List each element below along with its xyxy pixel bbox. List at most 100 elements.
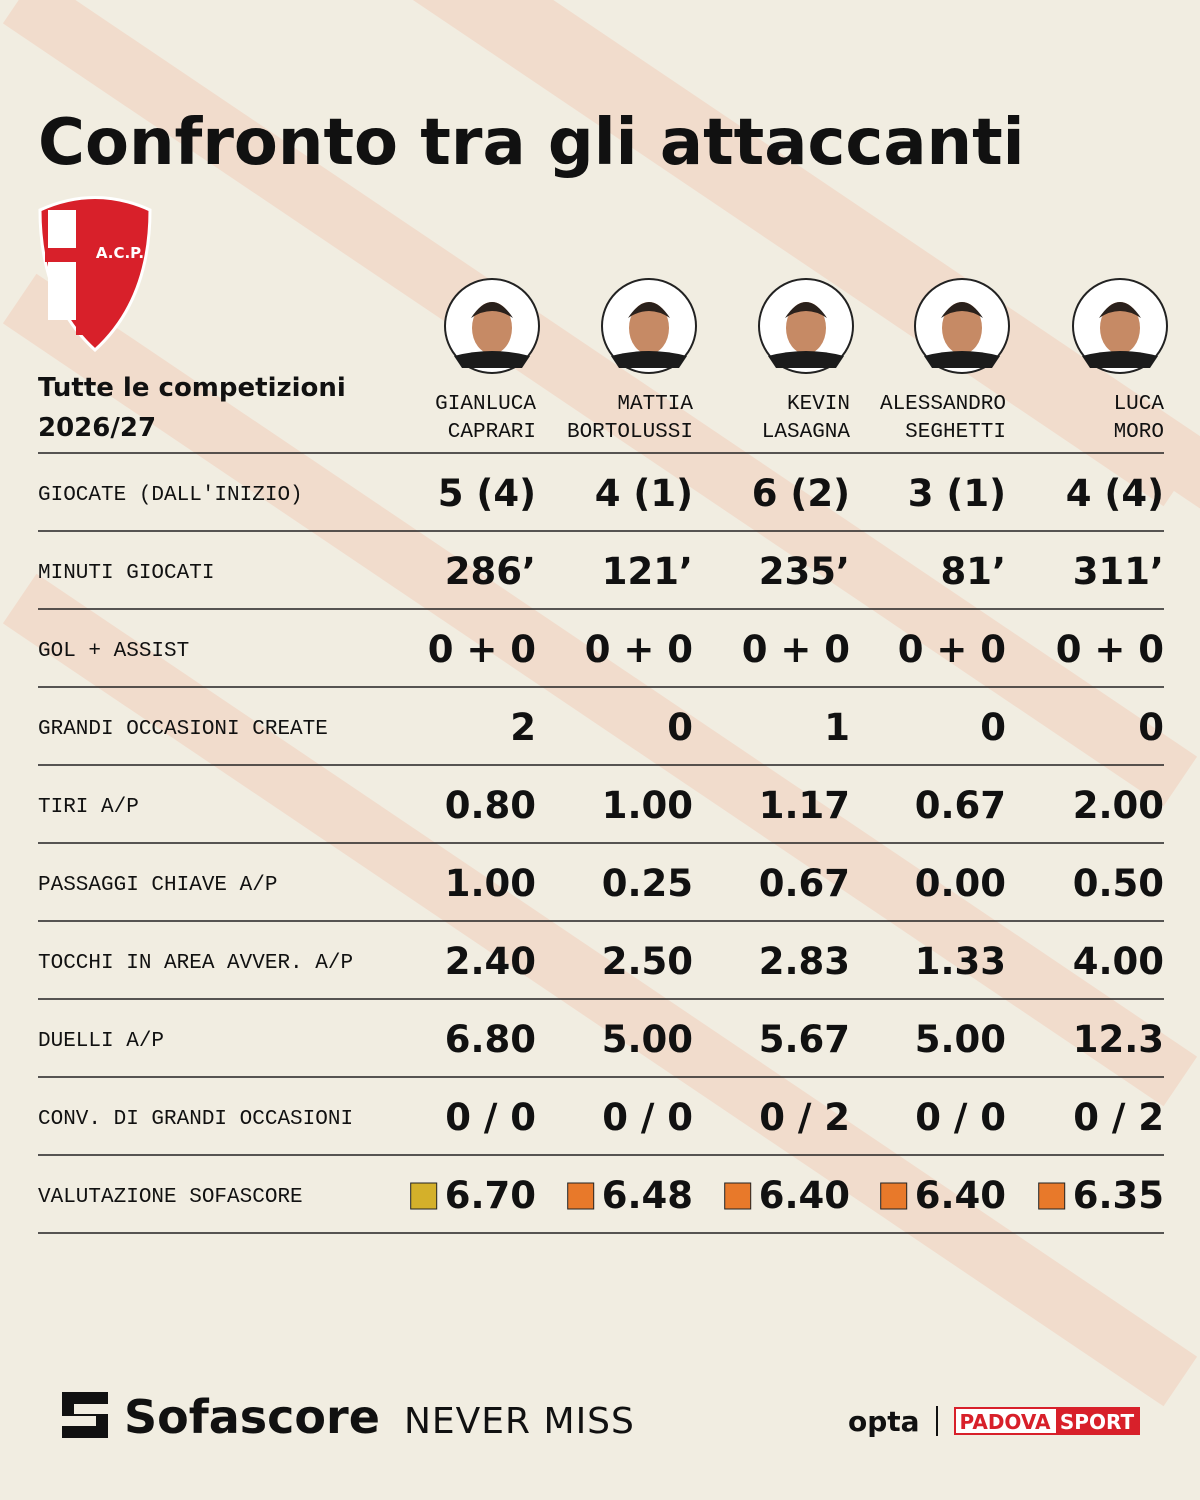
portrait-face (942, 302, 982, 354)
row-label: MINUTI GIOCATI (38, 562, 214, 585)
portrait-shirt (1082, 351, 1158, 368)
portrait-hair (1099, 302, 1141, 318)
crest-cross (45, 248, 93, 262)
cell-value: 0 + 0 (898, 628, 1006, 671)
cell-value: 0 (980, 706, 1006, 749)
cell-value: 6.70 (445, 1174, 536, 1217)
cell-value: 0 / 0 (602, 1096, 693, 1139)
rating-badge (410, 1182, 438, 1210)
row-label: GIOCATE (DALL'INIZIO) (38, 484, 303, 507)
cell-value: 0 / 0 (915, 1096, 1006, 1139)
row-label: VALUTAZIONE SOFASCORE (38, 1186, 303, 1209)
row-label: TIRI A/P (38, 796, 139, 819)
cell-value: 0 + 0 (1056, 628, 1164, 671)
cell-value: 1 (824, 706, 850, 749)
cell-value: 1.17 (759, 784, 850, 827)
partner-box-red (1056, 1408, 1139, 1434)
cell-value: 4 (4) (1066, 472, 1164, 515)
cell-value: 0.50 (1073, 862, 1164, 905)
subtitle: Tutte le competizioni (38, 373, 346, 403)
cell-value: 6.35 (1073, 1174, 1164, 1217)
crest: A.C.P. (38, 196, 152, 353)
cell-value: 81’ (940, 550, 1006, 593)
cell-value: 1.00 (445, 862, 536, 905)
cell-value: 0.67 (759, 862, 850, 905)
cell-value: 121’ (602, 550, 693, 593)
portrait-hair (941, 302, 983, 318)
cell-value: 0 / 2 (1073, 1096, 1164, 1139)
cell-value: 235’ (759, 550, 850, 593)
player-first-name: ALESSANDRO (880, 393, 1006, 416)
title: Confronto tra gli attaccanti (38, 106, 1025, 180)
table: GIANLUCA CAPRARI MATTIA BORTOLUSSI KEVIN LASA… (38, 278, 1168, 1234)
stripe (2, 0, 1198, 807)
cell-value: 0 (1138, 706, 1164, 749)
partner-name: PADOVA (960, 1410, 1051, 1434)
cell-value: 2.83 (759, 940, 850, 983)
cell-value: 2.00 (1073, 784, 1164, 827)
cell-value: 12.3 (1073, 1018, 1164, 1061)
rating-badge (1038, 1182, 1066, 1210)
portrait-shirt (768, 351, 844, 368)
sofascore-icon (62, 1392, 108, 1438)
cell-value: 6.40 (915, 1174, 1006, 1217)
cell-value: 0.00 (915, 862, 1006, 905)
rating-badge (567, 1182, 595, 1210)
player-last-name: CAPRARI (448, 421, 536, 444)
rating-badge (724, 1182, 752, 1210)
portrait-face (472, 302, 512, 354)
stripe (302, 0, 1200, 687)
subtitle: 2026/27 (38, 413, 156, 443)
player-last-name: SEGHETTI (905, 421, 1006, 444)
cell-value: 2.40 (445, 940, 536, 983)
cell-value: 0 + 0 (742, 628, 850, 671)
cell-value: 311’ (1073, 550, 1164, 593)
cell-value: 6 (2) (752, 472, 850, 515)
portrait-hair (471, 302, 513, 318)
partner-name: SPORT (1060, 1410, 1135, 1434)
cell-value: 1.00 (602, 784, 693, 827)
footer: Sofascore NEVER MISS opta PADOVA SPORT (62, 1390, 1140, 1444)
cell-value: 0.67 (915, 784, 1006, 827)
cell-value: 3 (1) (908, 472, 1006, 515)
portrait-hair (628, 302, 670, 318)
portrait-shirt (454, 351, 530, 368)
crest-text: A.C.P. (96, 244, 144, 262)
cell-value: 5 (4) (438, 472, 536, 515)
player-first-name: GIANLUCA (435, 393, 536, 416)
tagline: NEVER MISS (404, 1401, 635, 1442)
rating-badge (880, 1182, 908, 1210)
row-label: PASSAGGI CHIAVE A/P (38, 874, 277, 897)
cell-value: 4 (1) (595, 472, 693, 515)
cell-value: 6.80 (445, 1018, 536, 1061)
player-first-name: KEVIN (787, 393, 850, 416)
cell-value: 5.67 (759, 1018, 850, 1061)
player-last-name: MORO (1114, 421, 1164, 444)
player-last-name: BORTOLUSSI (567, 421, 693, 444)
cell-value: 2 (510, 706, 536, 749)
portrait-face (786, 302, 826, 354)
row-label: CONV. DI GRANDI OCCASIONI (38, 1108, 353, 1131)
cell-value: 0 / 2 (759, 1096, 850, 1139)
cell-value: 2.50 (602, 940, 693, 983)
cell-value: 5.00 (915, 1018, 1006, 1061)
player-last-name: LASAGNA (762, 421, 851, 444)
row-label: DUELLI A/P (38, 1030, 164, 1053)
row-label: TOCCHI IN AREA AVVER. A/P (38, 952, 353, 975)
portrait-shirt (611, 351, 687, 368)
cell-value: 6.48 (602, 1174, 693, 1217)
cell-value: 0 + 0 (428, 628, 536, 671)
row-label: GRANDI OCCASIONI CREATE (38, 718, 328, 741)
brand: Sofascore (124, 1390, 380, 1444)
cell-value: 6.40 (759, 1174, 850, 1217)
cell-value: 0 (667, 706, 693, 749)
portrait-hair (785, 302, 827, 318)
player-first-name: MATTIA (617, 393, 693, 416)
cell-value: 1.33 (915, 940, 1006, 983)
cell-value: 0 / 0 (445, 1096, 536, 1139)
cell-value: 0.80 (445, 784, 536, 827)
row-label: GOL + ASSIST (38, 640, 189, 663)
portrait-face (1100, 302, 1140, 354)
portrait-shirt (924, 351, 1000, 368)
